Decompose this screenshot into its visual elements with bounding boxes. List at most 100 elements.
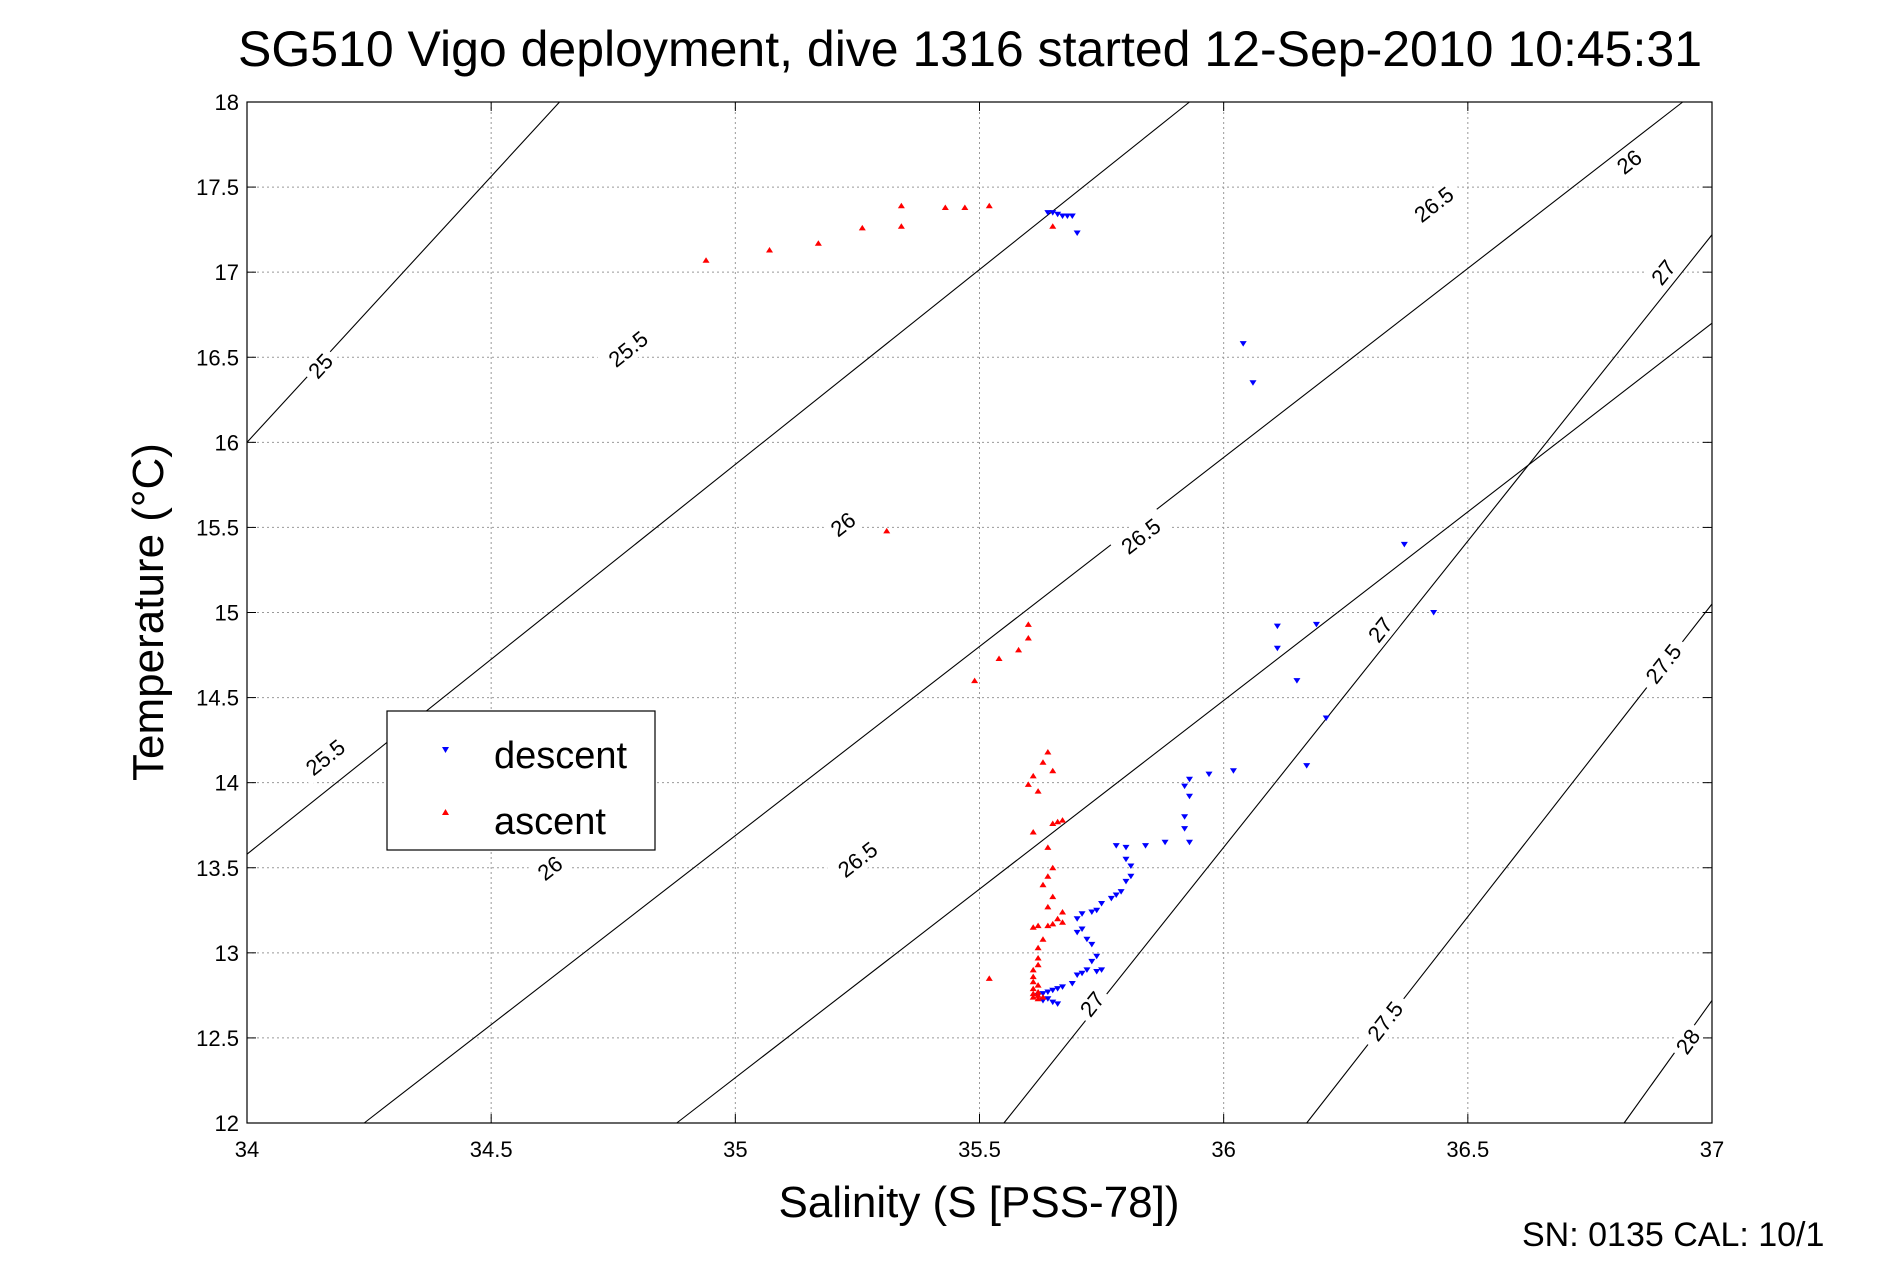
ascent-point bbox=[1044, 903, 1052, 910]
contour-label-bg bbox=[528, 847, 572, 889]
contour-label-bg bbox=[299, 344, 342, 388]
ascent-point bbox=[1034, 788, 1042, 794]
y-tick-label: 12.5 bbox=[196, 1026, 239, 1051]
descent-point bbox=[1054, 1001, 1062, 1007]
y-tick-label: 18 bbox=[215, 90, 239, 115]
contour-label-bg bbox=[1356, 990, 1413, 1052]
ascent-point bbox=[1044, 844, 1052, 850]
ascent-point bbox=[985, 202, 993, 209]
y-tick-label: 17 bbox=[215, 260, 239, 285]
descent-point bbox=[1185, 839, 1193, 846]
ascent-point bbox=[1029, 985, 1037, 992]
ascent-point bbox=[985, 975, 993, 981]
descent-point bbox=[1312, 621, 1320, 628]
descent-point bbox=[1107, 895, 1115, 902]
descent-point bbox=[1430, 610, 1438, 616]
ascent-point bbox=[1049, 864, 1057, 871]
contour-label-bg bbox=[1109, 507, 1172, 564]
ascent-point bbox=[1029, 973, 1037, 980]
ascent-point bbox=[1034, 944, 1042, 951]
descent-point bbox=[1093, 907, 1101, 914]
ascent-point bbox=[702, 257, 710, 263]
descent-point bbox=[1073, 972, 1081, 978]
contour-label-bg bbox=[1642, 250, 1684, 294]
ascent-point bbox=[766, 247, 774, 253]
ascent-point bbox=[1049, 893, 1057, 900]
descent-point bbox=[1181, 826, 1189, 832]
descent-point bbox=[1181, 814, 1189, 820]
ascent-point bbox=[1034, 961, 1042, 968]
chart-title: SG510 Vigo deployment, dive 1316 started… bbox=[238, 21, 1702, 77]
descent-point bbox=[1185, 776, 1193, 783]
contour-line-28 bbox=[1623, 1000, 1713, 1124]
descent-point bbox=[1142, 843, 1150, 849]
ascent-point bbox=[995, 655, 1003, 661]
descent-point bbox=[1068, 213, 1076, 220]
descent-point bbox=[1303, 763, 1311, 769]
ascent-point bbox=[1049, 223, 1057, 229]
x-tick-label: 35 bbox=[723, 1137, 747, 1162]
descent-point bbox=[1122, 878, 1130, 885]
ascent-point bbox=[1039, 994, 1047, 1000]
legend-descent-marker bbox=[442, 747, 449, 753]
y-axis-ticks: 12 12.5 13 13.5 14 14.5 15 15.5 16 16.5 17 17.5 18 bbox=[196, 90, 1712, 1136]
ascent-point bbox=[1024, 635, 1032, 641]
descent-point bbox=[1049, 987, 1057, 994]
x-tick-label: 34.5 bbox=[470, 1137, 513, 1162]
ascent-point bbox=[1015, 646, 1023, 653]
descent-point bbox=[1127, 873, 1135, 880]
ascent-point bbox=[1029, 990, 1037, 997]
contour-label-bg bbox=[1071, 982, 1113, 1026]
descent-point bbox=[1112, 892, 1120, 898]
x-tick-label: 34 bbox=[235, 1137, 259, 1162]
ascent-point bbox=[1054, 915, 1062, 922]
contour-label-bg bbox=[1607, 140, 1651, 183]
descent-point bbox=[1185, 793, 1193, 800]
y-tick-label: 13 bbox=[215, 941, 239, 966]
descent-point bbox=[1322, 715, 1330, 722]
descent-point bbox=[1078, 911, 1086, 917]
contour-label-bg bbox=[1635, 632, 1692, 695]
ascent-point bbox=[1049, 820, 1057, 827]
descent-point bbox=[1049, 210, 1057, 216]
legend-ascent-label: ascent bbox=[494, 801, 606, 843]
ascent-point bbox=[1034, 988, 1042, 995]
ascent-point bbox=[814, 240, 822, 246]
descent-point bbox=[1044, 996, 1052, 1002]
ascent-point bbox=[1039, 881, 1047, 888]
descent-point bbox=[1122, 844, 1130, 851]
ascent-point bbox=[1029, 924, 1037, 930]
descent-point bbox=[1400, 541, 1408, 548]
ascent-point bbox=[897, 202, 905, 209]
descent-point bbox=[1093, 953, 1101, 960]
descent-point bbox=[1044, 210, 1052, 216]
ascent-point bbox=[1049, 920, 1057, 927]
descent-point bbox=[1068, 980, 1076, 987]
descent-point bbox=[1073, 230, 1081, 237]
y-tick-label: 14.5 bbox=[196, 686, 239, 711]
y-tick-label: 13.5 bbox=[196, 856, 239, 881]
descent-point bbox=[1049, 999, 1057, 1006]
ascent-point bbox=[1044, 873, 1052, 879]
descent-point bbox=[1073, 916, 1081, 922]
x-axis-label: Salinity (S [PSS-78]) bbox=[778, 1178, 1179, 1227]
ascent-point bbox=[1034, 982, 1042, 988]
ascent-point bbox=[1034, 954, 1042, 961]
descent-point bbox=[1044, 989, 1052, 995]
y-tick-label: 16.5 bbox=[196, 345, 239, 370]
contour-label-bg bbox=[294, 728, 356, 786]
ascent-point bbox=[1024, 781, 1032, 787]
contour-label-bg bbox=[821, 503, 865, 545]
descent-point bbox=[1054, 211, 1062, 218]
ascent-point bbox=[1039, 759, 1047, 765]
ascent-point bbox=[1034, 922, 1042, 929]
x-axis-ticks: 34 34.5 35 35.5 36 36.5 37 bbox=[235, 102, 1724, 1162]
ascent-point bbox=[1059, 919, 1067, 925]
ascent-point bbox=[961, 204, 969, 211]
ascent-point bbox=[1029, 978, 1037, 985]
contour-label-bg bbox=[597, 320, 659, 377]
contour-line-27 bbox=[1003, 234, 1713, 1124]
footer-serial-cal: SN: 0135 CAL: 10/1 bbox=[1522, 1216, 1824, 1254]
